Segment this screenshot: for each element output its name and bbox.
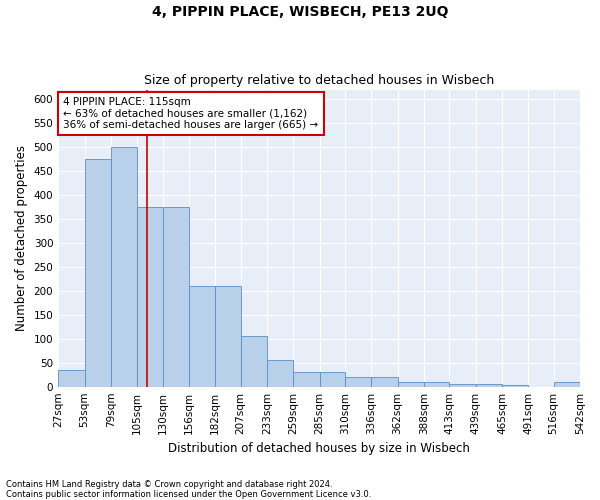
Bar <box>320 372 345 386</box>
Bar <box>267 360 293 386</box>
Bar <box>345 377 371 386</box>
Bar <box>111 147 137 386</box>
Text: 4, PIPPIN PLACE, WISBECH, PE13 2UQ: 4, PIPPIN PLACE, WISBECH, PE13 2UQ <box>152 5 448 19</box>
X-axis label: Distribution of detached houses by size in Wisbech: Distribution of detached houses by size … <box>168 442 470 455</box>
Bar <box>398 382 424 386</box>
Bar <box>554 382 580 386</box>
Bar <box>215 286 241 386</box>
Bar <box>293 372 320 386</box>
Bar <box>241 336 267 386</box>
Text: Contains HM Land Registry data © Crown copyright and database right 2024.
Contai: Contains HM Land Registry data © Crown c… <box>6 480 371 499</box>
Text: 4 PIPPIN PLACE: 115sqm
← 63% of detached houses are smaller (1,162)
36% of semi-: 4 PIPPIN PLACE: 115sqm ← 63% of detached… <box>64 97 319 130</box>
Y-axis label: Number of detached properties: Number of detached properties <box>15 145 28 331</box>
Bar <box>189 286 215 386</box>
Bar <box>163 207 189 386</box>
Bar <box>371 377 398 386</box>
Bar <box>449 384 476 386</box>
Title: Size of property relative to detached houses in Wisbech: Size of property relative to detached ho… <box>144 74 494 87</box>
Bar <box>502 385 529 386</box>
Bar <box>58 370 85 386</box>
Bar <box>476 384 502 386</box>
Bar <box>85 159 111 386</box>
Bar <box>137 207 163 386</box>
Bar <box>424 382 449 386</box>
